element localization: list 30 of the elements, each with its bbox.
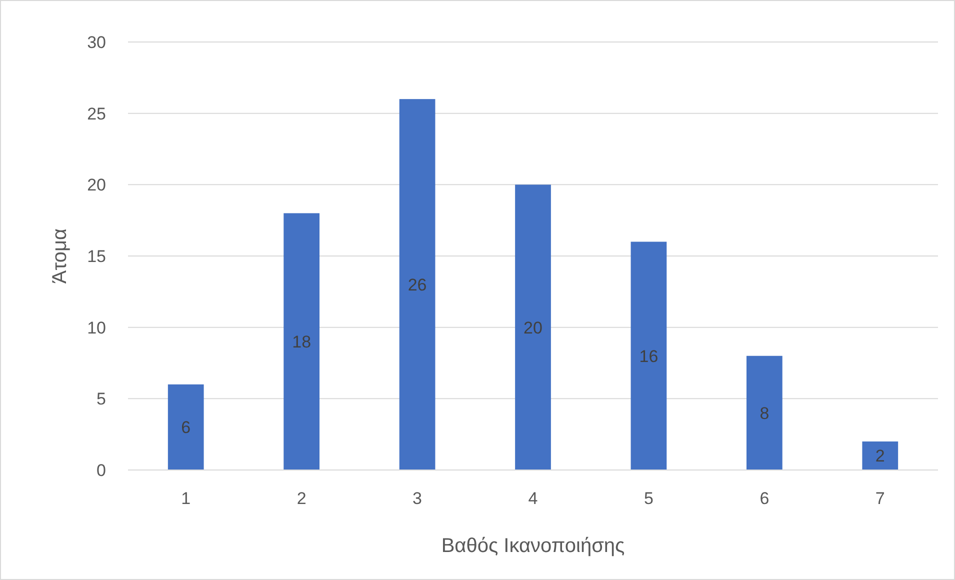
y-tick-label: 25 — [87, 104, 106, 124]
x-tick-label: 7 — [875, 489, 885, 508]
x-tick-label: 1 — [181, 489, 191, 508]
bar — [630, 242, 667, 470]
data-label: 18 — [292, 332, 312, 352]
x-tick-label: 4 — [528, 489, 538, 508]
y-tick-label: 30 — [87, 32, 106, 52]
bar — [284, 213, 320, 470]
x-axis-title: Βαθός Ικανοποιήσης — [441, 535, 626, 557]
y-axis-title: Άτομα — [49, 228, 71, 284]
y-tick-label: 20 — [87, 176, 106, 195]
bar — [399, 99, 436, 470]
data-label: 20 — [524, 318, 542, 338]
bar — [746, 356, 782, 470]
x-tick-label: 2 — [296, 489, 306, 508]
y-tick-label: 0 — [96, 460, 106, 480]
data-label: 16 — [639, 346, 658, 366]
x-tick-label: 5 — [644, 489, 654, 508]
data-label: 6 — [181, 418, 191, 438]
data-label: 26 — [408, 275, 427, 294]
data-label: 2 — [875, 446, 885, 466]
bar — [515, 184, 551, 470]
bar — [168, 384, 204, 470]
x-tick-label: 6 — [760, 489, 770, 508]
bar — [862, 441, 898, 470]
y-tick-label: 15 — [87, 246, 106, 266]
data-label: 8 — [760, 404, 770, 423]
x-tick-label: 3 — [412, 489, 422, 508]
y-tick-label: 10 — [87, 318, 106, 338]
y-tick-label: 5 — [96, 390, 106, 409]
